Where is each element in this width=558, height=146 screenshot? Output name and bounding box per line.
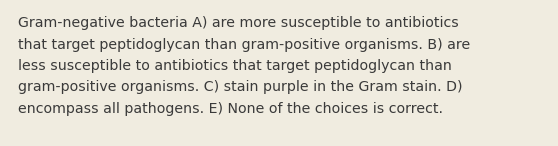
Text: Gram-negative bacteria A) are more susceptible to antibiotics: Gram-negative bacteria A) are more susce… xyxy=(18,16,459,30)
Text: less susceptible to antibiotics that target peptidoglycan than: less susceptible to antibiotics that tar… xyxy=(18,59,452,73)
Text: gram-positive organisms. C) stain purple in the Gram stain. D): gram-positive organisms. C) stain purple… xyxy=(18,80,463,94)
Text: encompass all pathogens. E) None of the choices is correct.: encompass all pathogens. E) None of the … xyxy=(18,102,443,116)
Text: that target peptidoglycan than gram-positive organisms. B) are: that target peptidoglycan than gram-posi… xyxy=(18,38,470,52)
